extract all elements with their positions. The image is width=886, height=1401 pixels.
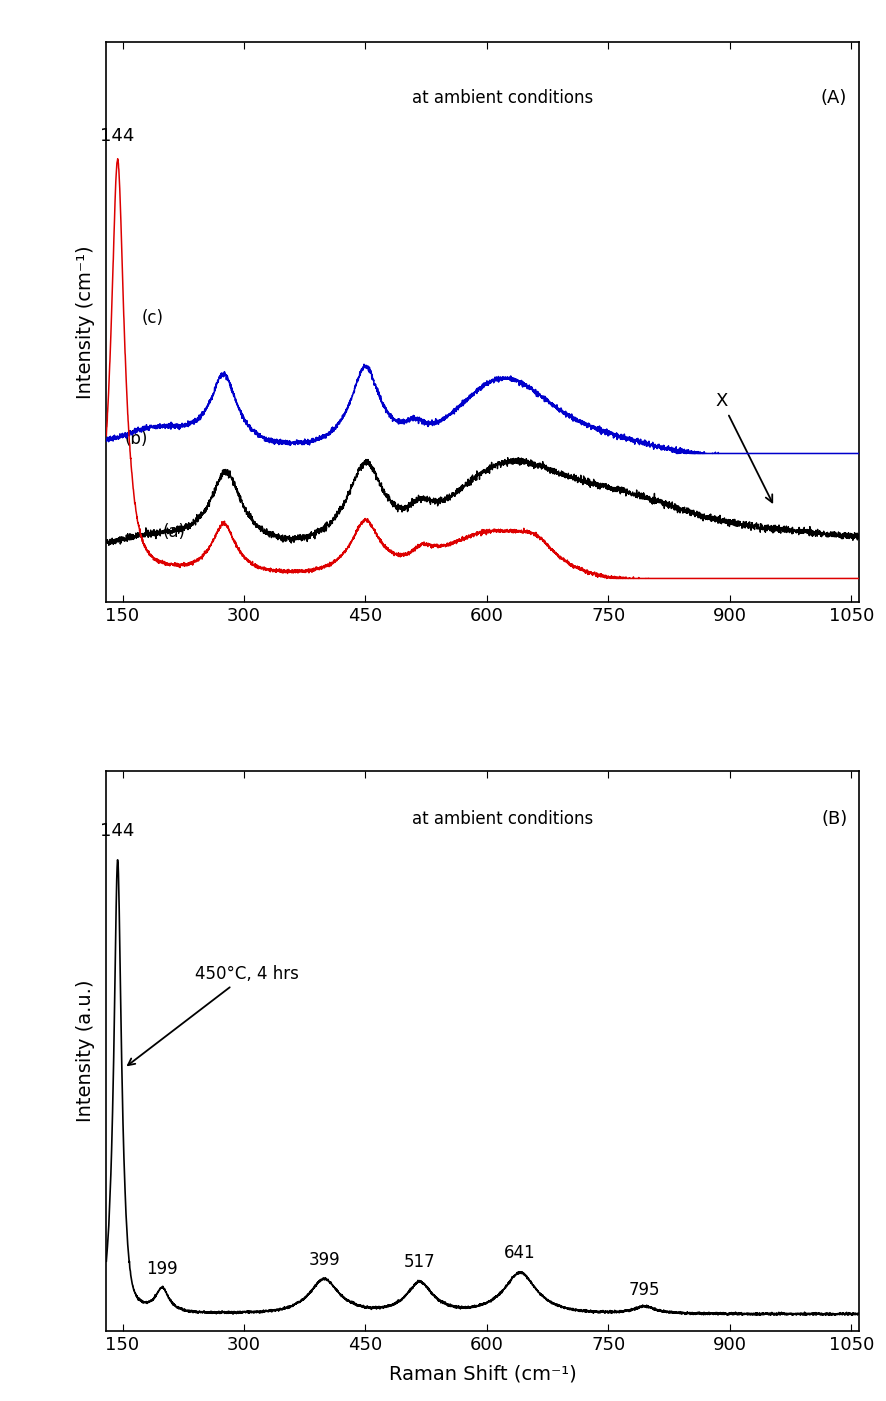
Text: at ambient conditions: at ambient conditions [413,810,594,828]
Text: 641: 641 [504,1244,536,1262]
Text: 199: 199 [146,1259,178,1278]
Text: 399: 399 [308,1251,340,1269]
Text: (c): (c) [142,308,164,326]
Text: (A): (A) [821,88,847,106]
Text: 144: 144 [100,822,135,841]
X-axis label: Raman Shift (cm⁻¹): Raman Shift (cm⁻¹) [389,1365,577,1384]
Text: 144: 144 [100,126,135,144]
Y-axis label: Intensity (cm⁻¹): Intensity (cm⁻¹) [76,245,95,399]
Text: at ambient conditions: at ambient conditions [413,88,594,106]
Y-axis label: Intensity (a.u.): Intensity (a.u.) [76,979,95,1122]
Text: (B): (B) [821,810,847,828]
Text: (b): (b) [125,430,148,448]
Text: X: X [716,392,773,503]
Text: 517: 517 [404,1252,436,1271]
Text: (a): (a) [163,524,186,541]
Text: 795: 795 [629,1281,661,1299]
Text: 450°C, 4 hrs: 450°C, 4 hrs [128,965,299,1065]
